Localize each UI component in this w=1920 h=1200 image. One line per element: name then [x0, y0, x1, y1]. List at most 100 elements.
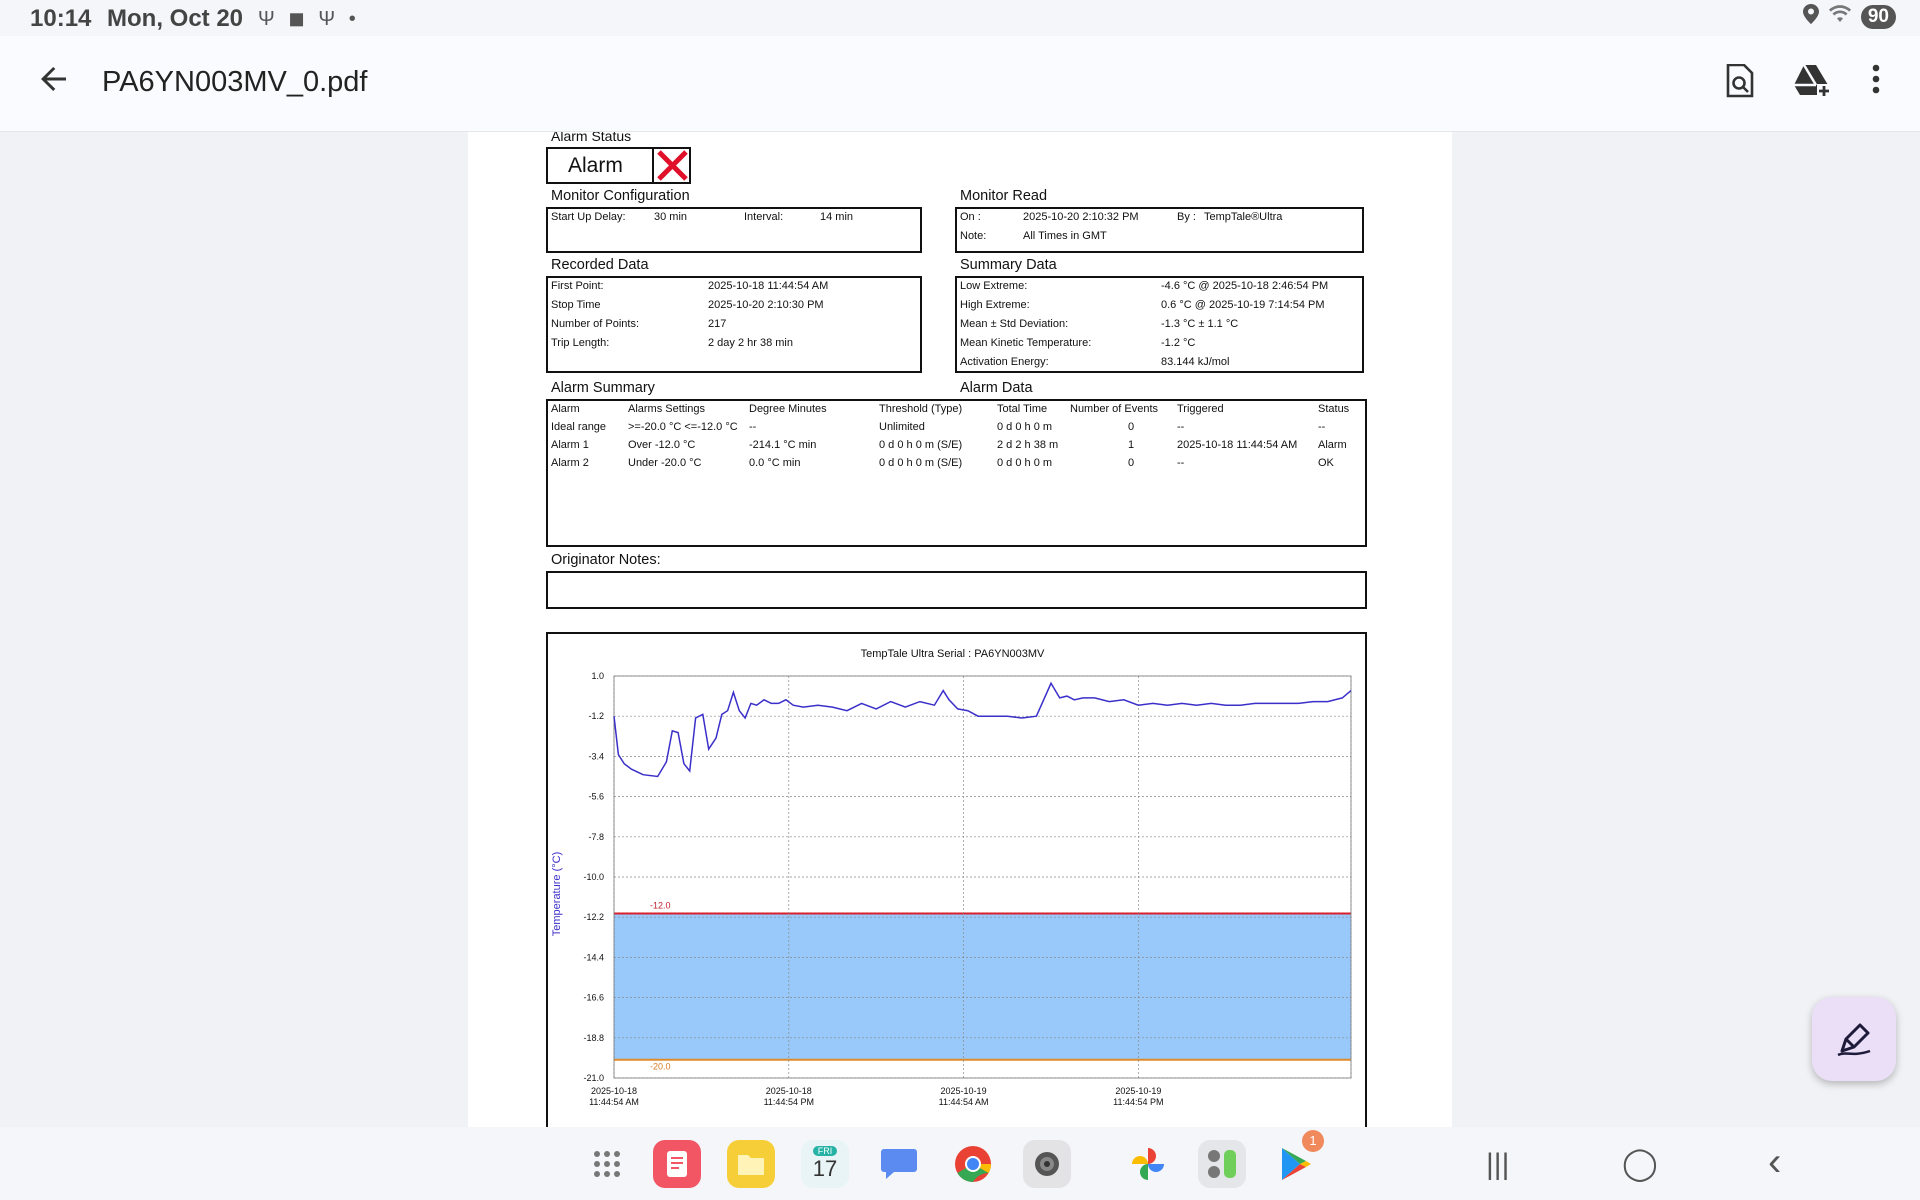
x-tick-time: 11:44:54 AM: [939, 1097, 989, 1107]
read-on-label: On :: [960, 211, 981, 223]
originator-notes-box: [546, 571, 1367, 609]
y-tick-label: -16.6: [583, 993, 604, 1003]
calendar-day: FRI: [812, 1146, 838, 1156]
recorded-data-box: First Point: 2025-10-18 11:44:54 AM Stop…: [546, 276, 922, 373]
alarm-table-header: Total Time: [997, 403, 1048, 415]
alarm-table: Alarm Alarms Settings Degree Minutes Thr…: [546, 399, 1367, 547]
alarm-table-cell: 0: [1128, 421, 1135, 433]
alarm-table-cell: 0 d 0 h 0 m (S/E): [879, 439, 963, 451]
alarm-status-value: Alarm: [568, 154, 623, 177]
summary-key: Mean ± Std Deviation:: [960, 318, 1069, 330]
more-vertical-icon[interactable]: [1856, 64, 1896, 104]
chrome-app-icon[interactable]: [949, 1140, 997, 1188]
notes-app-icon[interactable]: [653, 1140, 701, 1188]
startup-delay-label: Start Up Delay:: [551, 211, 626, 223]
x-tick-time: 11:44:54 PM: [764, 1097, 814, 1107]
pdf-page[interactable]: Alarm Status Alarm Monitor Configuration…: [468, 132, 1452, 1127]
lower-limit-label: -20.0: [650, 1062, 671, 1072]
alarm-table-cell: Over -12.0 °C: [628, 439, 696, 451]
alarm-table-header: Degree Minutes: [749, 403, 827, 415]
notification-badge: 1: [1302, 1130, 1324, 1152]
read-on-value: 2025-10-20 2:10:32 PM: [1023, 211, 1139, 223]
y-tick-label: -5.6: [588, 792, 604, 802]
alarm-table-cell: Alarm: [1318, 439, 1347, 451]
alarm-table-header: Alarms Settings: [628, 403, 706, 415]
chart-title: TempTale Ultra Serial : PA6YN003MV: [861, 648, 1045, 660]
y-tick-label: -21.0: [583, 1073, 604, 1083]
alarm-table-cell: 1: [1128, 439, 1135, 451]
back-arrow-icon[interactable]: [36, 64, 72, 100]
status-right-icons: 90: [1802, 4, 1896, 29]
alarm-table-cell: 0.0 °C min: [749, 457, 801, 469]
interval-label: Interval:: [744, 211, 784, 223]
alarm-table-cell: Under -20.0 °C: [628, 457, 702, 469]
alarm-table-cell: Ideal range: [551, 421, 607, 433]
recorded-key: Number of Points:: [551, 318, 640, 330]
alarm-table-header: Status: [1318, 403, 1350, 415]
summary-value: 83.144 kJ/mol: [1161, 356, 1230, 368]
monitor-configuration-label: Monitor Configuration: [551, 188, 690, 204]
recents-button[interactable]: |||: [1486, 1148, 1510, 1181]
alarm-table-cell: 0 d 0 h 0 m: [997, 421, 1053, 433]
recorded-value: 2025-10-20 2:10:30 PM: [708, 299, 824, 311]
read-note-label: Note:: [960, 230, 987, 242]
recorded-value: 217: [708, 318, 727, 330]
alarm-data-label: Alarm Data: [960, 380, 1033, 396]
add-to-drive-icon[interactable]: [1792, 64, 1832, 104]
alarm-table-cell: -214.1 °C min: [749, 439, 817, 451]
summary-key: Mean Kinetic Temperature:: [960, 337, 1092, 349]
x-tick-date: 2025-10-18: [591, 1086, 637, 1096]
y-axis-label: Temperature (°C): [551, 852, 563, 936]
recorded-value: 2 day 2 hr 38 min: [708, 337, 793, 349]
apps-grid-icon[interactable]: [583, 1140, 631, 1188]
play-store-app-icon[interactable]: 1: [1272, 1130, 1324, 1188]
alarm-status-box: Alarm: [546, 147, 691, 184]
alarm-table-cell: Alarm 2: [551, 457, 589, 469]
back-nav-button[interactable]: ‹: [1768, 1140, 1782, 1184]
alarm-table-cell: >=-20.0 °C <=-12.0 °C: [628, 421, 738, 433]
alarm-table-cell: --: [1177, 421, 1185, 433]
camera-app-icon[interactable]: [1023, 1140, 1071, 1188]
alarm-table-cell: Unlimited: [879, 421, 925, 433]
summary-key: Low Extreme:: [960, 280, 1028, 292]
x-tick-time: 11:44:54 PM: [1113, 1097, 1163, 1107]
status-bar: 10:14 Mon, Oct 20 Ψ ◼ Ψ • 90: [0, 0, 1920, 36]
status-date: Mon, Oct 20: [107, 5, 244, 32]
edit-pen-icon[interactable]: [1812, 997, 1896, 1081]
temperature-series-line: [613, 681, 1352, 778]
read-by-label: By :: [1177, 211, 1196, 223]
y-tick-label: -12.2: [583, 912, 604, 922]
home-button[interactable]: ◯: [1622, 1145, 1658, 1181]
y-tick-label: -14.4: [583, 952, 604, 962]
status-notification-icons: Ψ ◼ Ψ •: [258, 8, 360, 30]
calendar-app-icon[interactable]: FRI 17: [801, 1140, 849, 1188]
alarm-table-cell: OK: [1318, 457, 1334, 469]
alarm-table-header: Alarm: [551, 403, 580, 415]
photos-app-icon[interactable]: [1124, 1140, 1172, 1188]
alarm-status-label: Alarm Status: [551, 132, 632, 144]
summary-key: Activation Energy:: [960, 356, 1049, 368]
x-tick-date: 2025-10-19: [941, 1086, 987, 1096]
x-tick-date: 2025-10-18: [766, 1086, 812, 1096]
summary-data-box: Low Extreme: -4.6 °C @ 2025-10-18 2:46:5…: [955, 276, 1364, 373]
interval-value: 14 min: [820, 211, 854, 223]
originator-notes-label: Originator Notes:: [551, 552, 661, 568]
alarm-table-cell: --: [749, 421, 757, 433]
plot-frame: [613, 675, 1352, 1079]
summary-key: High Extreme:: [960, 299, 1030, 311]
temperature-chart: TempTale Ultra Serial : PA6YN003MV -12.0 -…: [551, 648, 1352, 1107]
files-app-icon[interactable]: [727, 1140, 775, 1188]
calculator-app-icon[interactable]: [1198, 1140, 1246, 1188]
alarm-table-header: Triggered: [1177, 403, 1224, 415]
y-tick-label: 1.0: [591, 671, 604, 681]
find-in-document-icon[interactable]: [1720, 63, 1760, 104]
summary-value: 0.6 °C @ 2025-10-19 7:14:54 PM: [1161, 299, 1325, 311]
battery-indicator: 90: [1860, 4, 1896, 29]
messages-app-icon[interactable]: [875, 1140, 923, 1188]
summary-data-label: Summary Data: [960, 257, 1057, 273]
recorded-data-label: Recorded Data: [551, 257, 649, 273]
recorded-key: Stop Time: [551, 299, 601, 311]
y-tick-label: -3.4: [588, 751, 604, 761]
y-tick-label: -1.2: [588, 711, 604, 721]
y-tick-label: -7.8: [588, 832, 604, 842]
